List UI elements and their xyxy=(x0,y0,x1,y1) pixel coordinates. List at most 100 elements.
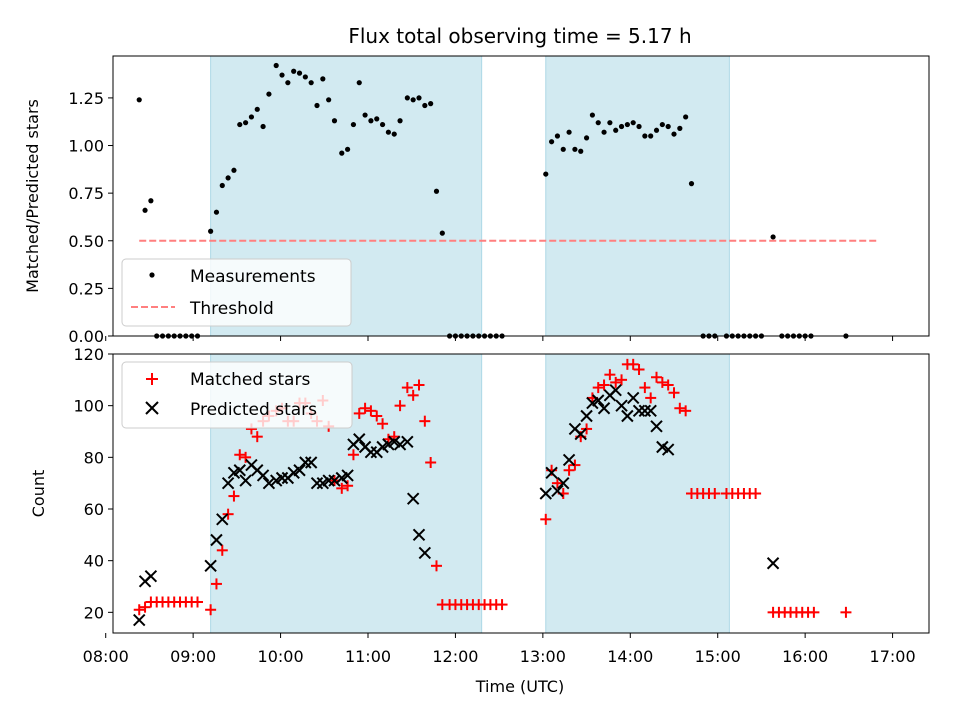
measurement-point xyxy=(320,76,326,82)
measurement-point xyxy=(648,133,654,139)
matched-point xyxy=(709,488,721,499)
measurement-point xyxy=(254,106,260,112)
predicted-point xyxy=(239,474,252,487)
ratio-panel-frame xyxy=(112,55,930,337)
y-tick-label: 60 xyxy=(84,500,104,519)
matched-point xyxy=(210,578,222,590)
measurement-point xyxy=(260,123,266,130)
matched-point xyxy=(551,477,563,489)
matched-point xyxy=(430,560,442,572)
legend-measurements-marker xyxy=(149,272,155,278)
legend-matched-marker xyxy=(146,373,158,385)
x-tick-label: 16:00 xyxy=(782,647,828,666)
matched-point xyxy=(656,376,668,388)
measurement-point xyxy=(653,127,660,133)
predicted-point xyxy=(638,404,652,418)
predicted-point xyxy=(418,546,432,560)
legend-predicted-label: Predicted stars xyxy=(190,400,317,420)
measurement-point xyxy=(374,116,380,122)
measurement-point xyxy=(266,91,272,97)
predicted-point xyxy=(539,487,552,500)
measurement-point xyxy=(213,209,220,215)
predicted-point xyxy=(592,394,605,407)
predicted-point xyxy=(626,391,640,405)
predicted-point xyxy=(353,433,366,446)
measurement-point xyxy=(416,95,422,101)
measurement-point xyxy=(404,95,410,101)
predicted-point xyxy=(557,476,570,490)
predicted-point xyxy=(233,464,246,477)
matched-point xyxy=(240,451,252,463)
matched-point xyxy=(139,601,151,613)
measurement-point xyxy=(578,148,584,154)
measurement-point xyxy=(613,127,619,133)
measurement-point xyxy=(148,198,154,204)
measurement-point xyxy=(237,121,243,128)
measurement-point xyxy=(566,129,572,135)
legend-matched-label: Matched stars xyxy=(190,370,310,390)
y-tick-label: 0.50 xyxy=(68,232,104,251)
matched-point xyxy=(668,387,680,399)
predicted-point xyxy=(256,469,270,482)
ratio-y-axis: 0.00 0.25 0.50 0.75 1.00 1.25 xyxy=(68,89,113,346)
matched-point xyxy=(133,604,145,616)
x-tick-label: 09:00 xyxy=(170,647,216,666)
y-tick-label: 0.25 xyxy=(68,279,104,298)
matched-point xyxy=(234,449,246,461)
predicted-point xyxy=(562,453,576,467)
ratio-legend-box xyxy=(121,258,352,327)
count-legend: Matched stars Predicted stars xyxy=(121,361,353,429)
y-tick-label: 120 xyxy=(73,345,104,364)
measurement-point xyxy=(583,135,590,141)
matched-point xyxy=(610,376,622,388)
measurement-point xyxy=(379,121,386,128)
time-x-axis: 08:00 09:00 10:00 11:00 12:00 13:00 14:00 15:00… xyxy=(83,633,916,666)
predicted-point xyxy=(766,557,780,570)
matched-point xyxy=(192,596,204,608)
measurement-point xyxy=(688,181,695,187)
y-tick-label: 1.25 xyxy=(68,89,104,108)
measurement-point xyxy=(601,129,607,135)
matched-point xyxy=(680,405,692,417)
measurement-point xyxy=(607,120,613,126)
predicted-point xyxy=(204,559,217,573)
measurement-point xyxy=(219,182,225,189)
predicted-point xyxy=(580,409,593,423)
legend-measurements-label: Measurements xyxy=(190,267,316,287)
predicted-point xyxy=(341,469,354,482)
measurement-point xyxy=(630,120,636,126)
x-tick-label: 13:00 xyxy=(520,647,566,666)
y-tick-label: 20 xyxy=(84,603,104,622)
predicted-point xyxy=(133,613,146,627)
matched-point xyxy=(401,382,413,394)
predicted-point xyxy=(406,492,420,505)
measurement-point xyxy=(439,230,445,236)
measurement-points xyxy=(136,62,849,339)
matched-point xyxy=(840,606,852,618)
measurement-point xyxy=(345,146,351,152)
matched-point xyxy=(604,369,616,381)
predicted-point xyxy=(262,476,276,490)
x-tick-label: 08:00 xyxy=(83,647,129,666)
matched-point xyxy=(639,382,651,394)
matched-point xyxy=(627,358,639,370)
measurement-point xyxy=(368,118,374,124)
ratio-legend: Measurements Threshold xyxy=(121,258,352,327)
chart-title: Flux total observing time = 5.17 h xyxy=(348,24,691,48)
predicted-point xyxy=(221,476,235,490)
matched-point xyxy=(540,513,552,525)
measurement-point xyxy=(422,102,428,109)
measurement-point xyxy=(549,139,555,145)
measurement-point xyxy=(397,118,403,124)
predicted-point xyxy=(310,476,324,490)
matched-point xyxy=(228,490,240,502)
x-tick-label: 12:00 xyxy=(432,647,478,666)
predicted-point xyxy=(412,528,426,542)
predicted-point xyxy=(364,445,378,459)
x-tick-label: 11:00 xyxy=(345,647,391,666)
matched-point xyxy=(394,400,406,412)
measurement-point xyxy=(642,133,648,139)
predicted-point xyxy=(304,456,318,469)
count-panel: 20 40 60 80 100 120 08:00 09:00 10:00 11:00 12:00… xyxy=(29,345,930,696)
